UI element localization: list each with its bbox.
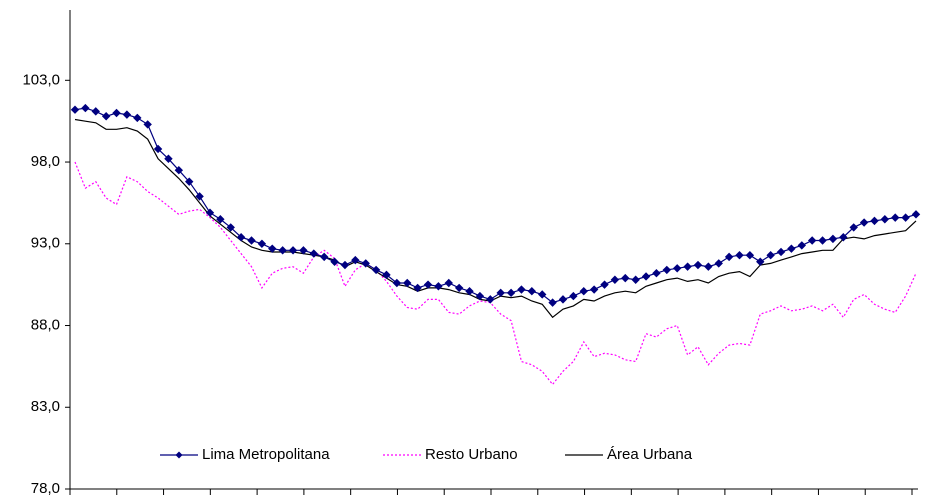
point-marker: [236, 233, 246, 242]
series-line: [74, 118, 917, 319]
point-marker: [288, 246, 298, 255]
point-marker: [589, 285, 599, 294]
point-marker: [621, 273, 630, 283]
point-marker: [309, 249, 319, 258]
point-marker: [444, 278, 453, 288]
point-marker: [797, 241, 806, 250]
point-marker: [153, 144, 163, 154]
point-marker: [870, 216, 879, 226]
point-marker: [330, 257, 339, 266]
point-marker: [413, 283, 422, 293]
point-marker: [714, 259, 723, 268]
y-tick-label: 83,0: [31, 398, 60, 415]
point-marker: [527, 286, 537, 296]
series-line: [74, 107, 917, 304]
point-marker: [911, 210, 921, 219]
point-marker: [454, 283, 464, 293]
point-marker: [101, 112, 111, 121]
point-marker: [216, 215, 225, 224]
point-marker: [579, 286, 588, 296]
point-marker: [133, 113, 142, 123]
point-marker: [465, 286, 474, 296]
point-marker: [434, 282, 443, 291]
point-marker: [122, 110, 132, 119]
point-marker: [735, 251, 744, 260]
point-marker: [569, 291, 578, 301]
point-marker: [683, 262, 692, 271]
point-marker: [496, 288, 505, 298]
point-marker: [859, 218, 869, 227]
point-marker: [371, 265, 381, 275]
point-marker: [891, 213, 900, 222]
point-marker: [693, 260, 703, 270]
point-marker: [247, 236, 256, 245]
point-marker: [143, 120, 152, 129]
point-marker: [610, 275, 620, 284]
point-marker: [403, 278, 412, 288]
legend-label: Resto Urbano: [425, 446, 518, 463]
y-tick-label: 78,0: [31, 480, 60, 497]
point-marker: [361, 259, 370, 268]
point-marker: [662, 265, 672, 275]
point-marker: [672, 264, 682, 273]
legend-label: Área Urbana: [607, 446, 693, 463]
point-marker: [392, 278, 402, 288]
point-marker: [787, 244, 796, 253]
point-marker: [299, 246, 308, 255]
point-marker: [901, 213, 910, 222]
point-marker: [548, 298, 557, 307]
point-marker: [631, 275, 640, 284]
point-marker: [839, 233, 848, 242]
point-marker: [205, 208, 215, 217]
y-tick-label: 98,0: [31, 153, 60, 170]
point-marker: [195, 192, 204, 201]
legend-marker: [175, 451, 183, 459]
point-marker: [278, 246, 287, 255]
point-marker: [600, 280, 609, 289]
y-tick-label: 88,0: [31, 316, 60, 333]
point-marker: [70, 105, 80, 114]
point-marker: [880, 215, 890, 224]
point-marker: [475, 291, 485, 301]
point-marker: [268, 244, 277, 253]
point-marker: [652, 268, 661, 278]
point-marker: [486, 295, 495, 304]
point-marker: [112, 108, 121, 118]
legend-label: Lima Metropolitana: [202, 446, 330, 463]
point-marker: [257, 239, 267, 248]
point-marker: [319, 252, 329, 262]
point-marker: [81, 103, 90, 113]
point-marker: [174, 166, 184, 175]
point-marker: [517, 285, 526, 294]
series-line: [74, 161, 917, 386]
point-marker: [818, 236, 827, 245]
point-marker: [641, 272, 651, 281]
point-marker: [756, 257, 765, 266]
y-tick-label: 93,0: [31, 235, 60, 252]
point-marker: [423, 280, 433, 289]
point-marker: [382, 270, 391, 280]
point-marker: [776, 247, 786, 257]
point-marker: [340, 260, 350, 270]
y-tick-label: 103,0: [22, 71, 60, 88]
point-marker: [766, 251, 775, 260]
point-marker: [849, 223, 858, 232]
point-marker: [745, 251, 755, 260]
point-marker: [828, 234, 838, 244]
point-marker: [558, 295, 568, 304]
point-marker: [506, 288, 516, 298]
point-marker: [185, 177, 194, 186]
point-marker: [807, 236, 817, 245]
point-marker: [724, 252, 734, 262]
point-marker: [226, 223, 235, 232]
point-marker: [538, 290, 547, 299]
point-marker: [351, 255, 360, 265]
point-marker: [704, 262, 713, 271]
point-marker: [164, 154, 173, 163]
point-marker: [91, 107, 100, 116]
